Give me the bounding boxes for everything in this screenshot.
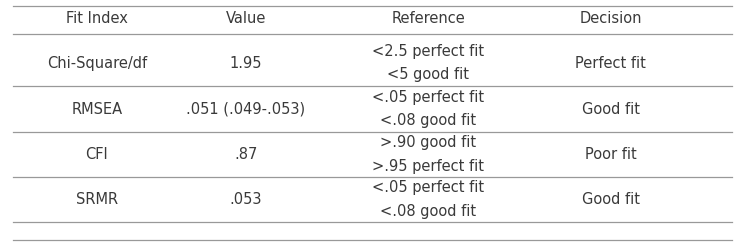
Text: <2.5 perfect fit: <2.5 perfect fit: [372, 44, 484, 59]
Text: Poor fit: Poor fit: [585, 147, 637, 162]
Text: SRMR: SRMR: [76, 192, 118, 207]
Text: <.08 good fit: <.08 good fit: [380, 204, 477, 219]
Text: RMSEA: RMSEA: [72, 101, 122, 117]
Text: <5 good fit: <5 good fit: [387, 67, 469, 83]
Text: CFI: CFI: [86, 147, 108, 162]
Text: Reference: Reference: [392, 11, 465, 26]
Text: Fit Index: Fit Index: [66, 11, 128, 26]
Text: >.90 good fit: >.90 good fit: [380, 135, 477, 150]
Text: Perfect fit: Perfect fit: [575, 56, 647, 71]
Text: Decision: Decision: [580, 11, 642, 26]
Text: Good fit: Good fit: [582, 101, 640, 117]
Text: <.05 perfect fit: <.05 perfect fit: [372, 180, 484, 196]
Text: Value: Value: [226, 11, 266, 26]
Text: .053: .053: [229, 192, 262, 207]
Text: >.95 perfect fit: >.95 perfect fit: [372, 159, 484, 174]
Text: 1.95: 1.95: [229, 56, 262, 71]
Text: .051 (.049-.053): .051 (.049-.053): [186, 101, 305, 117]
Text: Chi-Square/df: Chi-Square/df: [47, 56, 147, 71]
Text: .87: .87: [234, 147, 258, 162]
Text: Good fit: Good fit: [582, 192, 640, 207]
Text: <.08 good fit: <.08 good fit: [380, 113, 477, 128]
Text: <.05 perfect fit: <.05 perfect fit: [372, 90, 484, 105]
